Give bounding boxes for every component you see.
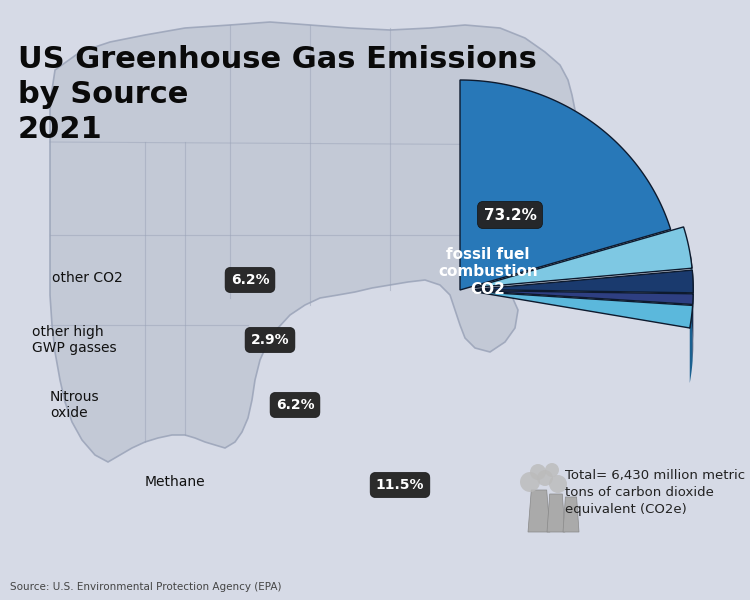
Polygon shape — [690, 305, 692, 383]
Polygon shape — [473, 227, 692, 287]
Circle shape — [537, 470, 553, 486]
Circle shape — [549, 475, 567, 493]
Polygon shape — [460, 80, 670, 290]
Text: other CO2: other CO2 — [52, 271, 123, 285]
Polygon shape — [691, 256, 692, 323]
Polygon shape — [473, 290, 693, 304]
Polygon shape — [528, 490, 550, 532]
Text: Total= 6,430 million metric
tons of carbon dioxide
equivalent (CO2e): Total= 6,430 million metric tons of carb… — [565, 469, 745, 515]
Text: 6.2%: 6.2% — [231, 273, 269, 287]
Circle shape — [520, 472, 540, 492]
Polygon shape — [563, 497, 579, 532]
Text: 2.9%: 2.9% — [251, 333, 290, 347]
Text: 6.2%: 6.2% — [276, 398, 314, 412]
Polygon shape — [473, 270, 693, 293]
Text: fossil fuel
combustion
CO2: fossil fuel combustion CO2 — [438, 247, 538, 297]
Polygon shape — [692, 270, 693, 348]
Circle shape — [530, 464, 546, 480]
Text: Nitrous
oxide: Nitrous oxide — [50, 390, 100, 420]
Text: 11.5%: 11.5% — [376, 478, 424, 492]
Polygon shape — [473, 292, 692, 328]
Text: US Greenhouse Gas Emissions
by Source
2021: US Greenhouse Gas Emissions by Source 20… — [18, 45, 537, 143]
Polygon shape — [50, 22, 578, 462]
Circle shape — [545, 463, 559, 477]
Text: Methane: Methane — [145, 475, 206, 489]
Polygon shape — [547, 494, 565, 532]
Text: other high
GWP gasses: other high GWP gasses — [32, 325, 117, 355]
Text: 73.2%: 73.2% — [484, 208, 536, 223]
Text: Source: U.S. Environmental Protection Agency (EPA): Source: U.S. Environmental Protection Ag… — [10, 582, 281, 592]
